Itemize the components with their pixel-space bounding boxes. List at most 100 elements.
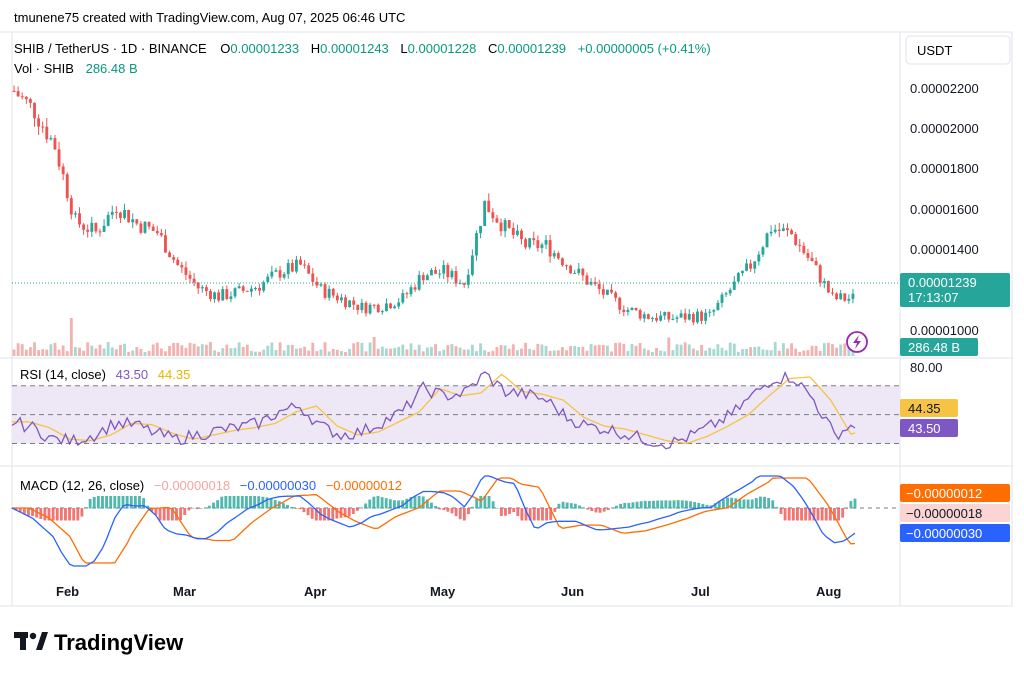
volume-bar <box>139 349 143 356</box>
symbol-label[interactable]: SHIB / TetherUS · 1D · BINANCE <box>14 41 207 56</box>
macd-histogram-bar <box>586 508 590 510</box>
price-tick: 0.00002200 <box>910 81 979 96</box>
volume-bar <box>446 345 450 356</box>
candle-body <box>524 239 528 248</box>
volume-bar <box>720 347 724 356</box>
macd-histogram-bar <box>302 508 306 513</box>
macd-histogram-bar <box>664 500 668 509</box>
candle-body <box>24 96 28 100</box>
volume-bar <box>565 350 568 356</box>
macd-pane <box>10 475 900 567</box>
macd-histogram-bar <box>458 508 462 520</box>
macd-histogram-bar <box>187 508 191 511</box>
candle-body <box>229 296 233 299</box>
volume-bar <box>679 344 683 356</box>
candle-body <box>630 307 634 310</box>
volume-bar <box>188 342 192 356</box>
macd-histogram-bar <box>244 496 248 509</box>
volume-bar <box>769 350 773 356</box>
volume-bar <box>794 348 798 356</box>
candle-body <box>843 293 847 301</box>
candle-body <box>380 311 384 313</box>
macd-histogram-bar <box>610 507 614 509</box>
macd-histogram-bar <box>639 501 643 509</box>
volume-bar <box>524 342 528 356</box>
macd-signal-badge-value: −0.00000012 <box>906 486 982 501</box>
candle-body <box>605 289 609 295</box>
volume-bar <box>786 348 789 356</box>
macd-histogram-bar <box>767 497 771 509</box>
volume-bar <box>331 348 335 356</box>
macd-histogram-bar <box>582 507 586 509</box>
macd-histogram-bar <box>824 508 828 521</box>
volume-bars <box>12 318 855 356</box>
volume-bar <box>327 351 331 356</box>
macd-histogram-bar <box>573 503 577 509</box>
macd-histogram-bar <box>51 508 55 521</box>
volume-bar <box>135 347 139 356</box>
macd-histogram-bar <box>754 497 758 509</box>
candle-body <box>712 310 716 312</box>
macd-histogram-bar <box>129 496 133 509</box>
macd-histogram-bar <box>516 508 520 517</box>
macd-histogram-bar <box>343 508 347 518</box>
macd-histogram-bar <box>475 498 479 509</box>
volume-bar <box>520 348 523 356</box>
volume-bar <box>425 347 429 356</box>
macd-histogram-bar <box>713 503 717 509</box>
volume-bar <box>454 346 458 356</box>
volume-bar <box>475 351 478 356</box>
macd-histogram-bar <box>479 496 483 509</box>
macd-histogram-bar <box>298 508 302 510</box>
macd-histogram-bar <box>800 508 803 521</box>
candle-body <box>483 200 487 226</box>
price-candles <box>12 85 855 326</box>
candle-body <box>704 312 708 321</box>
currency-box[interactable] <box>905 35 1011 65</box>
macd-histogram-bar <box>55 508 59 521</box>
volume-bar <box>642 348 646 356</box>
candle-body <box>691 313 695 323</box>
volume-bar <box>683 342 687 356</box>
time-axis[interactable]: Feb Mar Apr May Jun Jul Aug <box>56 584 841 599</box>
candle-body <box>736 273 740 282</box>
candle-body <box>376 304 380 313</box>
macd-histogram-bar <box>763 496 766 509</box>
macd-histogram-bar <box>602 508 606 512</box>
volume-bar <box>589 344 593 356</box>
macd-histogram-bar <box>606 508 610 510</box>
macd-histogram-bar <box>791 508 795 521</box>
candle-body <box>278 270 282 278</box>
candle-body <box>413 287 417 290</box>
volume-bar <box>229 348 233 356</box>
volume-bar <box>270 342 274 356</box>
macd-histogram-bar <box>705 504 709 509</box>
candle-body <box>159 233 163 236</box>
candle-body <box>123 209 126 218</box>
macd-histogram-bar <box>734 498 738 509</box>
candle-body <box>663 311 667 316</box>
macd-histogram-bar <box>549 508 553 520</box>
volume-bar <box>773 342 777 356</box>
candle-body <box>569 265 573 274</box>
volume-bar <box>61 345 65 356</box>
macd-line <box>11 475 856 567</box>
volume-bar <box>732 343 736 356</box>
close-label: C <box>488 41 497 56</box>
macd-histogram-bar <box>619 503 623 509</box>
macd-histogram-bar <box>853 498 857 509</box>
volume-bar <box>73 347 77 356</box>
price-axis[interactable]: 0.00002200 0.00002000 0.00001800 0.00001… <box>910 81 979 338</box>
volume-bar <box>536 343 540 356</box>
candle-body <box>307 265 311 274</box>
macd-histogram-bar <box>88 498 92 509</box>
candle-body <box>753 261 757 269</box>
macd-histogram-bar <box>438 508 442 510</box>
macd-histogram-bar <box>672 500 676 509</box>
month-tick: Feb <box>56 584 79 599</box>
candle-body <box>417 275 421 290</box>
volume-bar <box>470 344 474 356</box>
candle-body <box>196 282 200 289</box>
candle-body <box>180 265 184 268</box>
